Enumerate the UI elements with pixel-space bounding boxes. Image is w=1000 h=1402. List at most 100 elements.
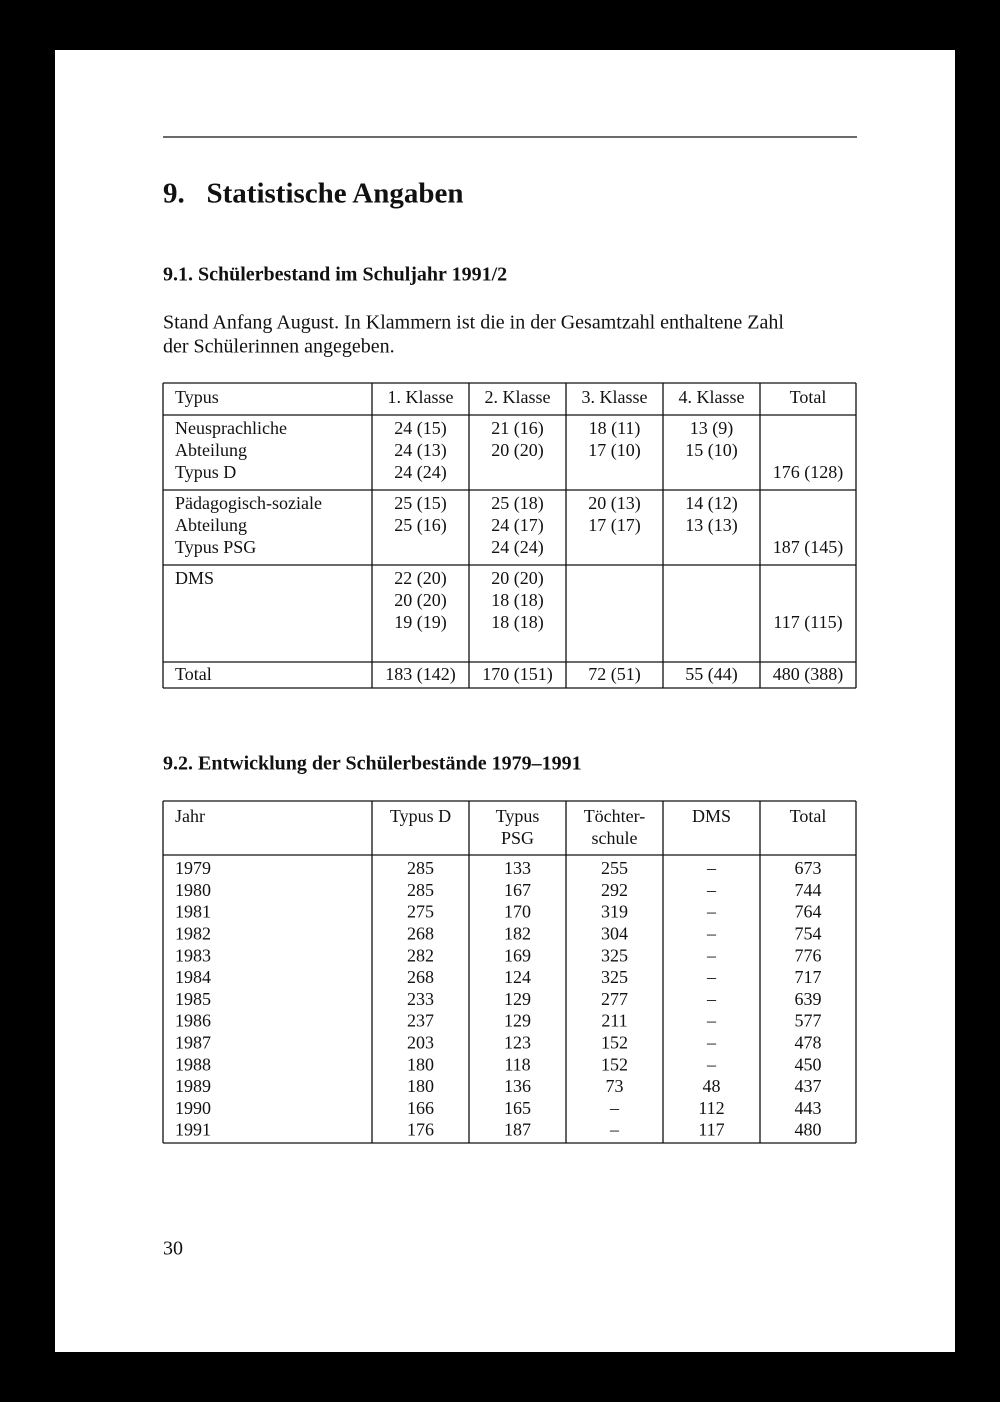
table-cell: 24 (24) bbox=[394, 462, 447, 483]
table-cell: 166 bbox=[407, 1098, 434, 1118]
table-cell: – bbox=[706, 945, 717, 965]
table-cell: 292 bbox=[601, 880, 628, 900]
table-cell: – bbox=[706, 1011, 717, 1031]
table-cell: 285 bbox=[407, 880, 434, 900]
table-cell: 112 bbox=[698, 1098, 724, 1118]
table-cell: Typus PSG bbox=[175, 537, 256, 557]
table-cell: 19 (19) bbox=[394, 612, 447, 633]
table-cell: – bbox=[706, 902, 717, 922]
table-cell: – bbox=[706, 858, 717, 878]
table-cell: 1990 bbox=[175, 1098, 211, 1118]
table-cell: 24 (13) bbox=[394, 440, 447, 461]
table-cell: 277 bbox=[601, 989, 628, 1009]
table-cell: 182 bbox=[504, 924, 531, 944]
table-cell: 480 bbox=[795, 1120, 822, 1140]
table-cell: 2. Klasse bbox=[485, 387, 551, 407]
table-cell: 20 (20) bbox=[394, 590, 447, 611]
table-cell: 165 bbox=[504, 1098, 531, 1118]
table-cell: 304 bbox=[601, 924, 628, 944]
table-cell: Typus bbox=[175, 387, 219, 407]
table-cell: 187 (145) bbox=[773, 537, 844, 558]
table-cell: Total bbox=[790, 387, 827, 407]
table-cell: 577 bbox=[795, 1011, 822, 1031]
table-cell: 268 bbox=[407, 967, 434, 987]
table-cell: Neusprachliche bbox=[175, 418, 287, 438]
table-cell: 211 bbox=[601, 1011, 627, 1031]
table-cell: 180 bbox=[407, 1076, 434, 1096]
table-cell: 754 bbox=[795, 924, 822, 944]
title: 9. Statistische Angaben bbox=[163, 178, 464, 210]
paragraph-line: der Schülerinnen angegeben. bbox=[163, 336, 395, 358]
table-cell: 167 bbox=[504, 880, 531, 900]
table-cell: – bbox=[706, 1054, 717, 1074]
table-cell: 152 bbox=[601, 1033, 628, 1053]
table-cell: 176 (128) bbox=[773, 462, 844, 483]
table-cell: PSG bbox=[501, 828, 534, 848]
table-cell: 1. Klasse bbox=[388, 387, 454, 407]
table-cell: 1981 bbox=[175, 902, 211, 922]
table-cell: 14 (12) bbox=[685, 493, 738, 514]
table-cell: 17 (10) bbox=[588, 440, 641, 461]
table-cell: 275 bbox=[407, 902, 434, 922]
table-cell: 237 bbox=[407, 1011, 434, 1031]
table-cell: 776 bbox=[795, 945, 822, 965]
table-cell: 480 (388) bbox=[773, 664, 844, 685]
table-cell: 129 bbox=[504, 1011, 531, 1031]
table-cell: 1980 bbox=[175, 880, 211, 900]
table-cell: 25 (16) bbox=[394, 515, 447, 536]
table-cell: 478 bbox=[795, 1033, 822, 1053]
table-cell: 325 bbox=[601, 945, 628, 965]
table-cell: 1991 bbox=[175, 1120, 211, 1140]
table-cell: 285 bbox=[407, 858, 434, 878]
table-cell: 17 (17) bbox=[588, 515, 641, 536]
page bbox=[55, 50, 955, 1352]
table-cell: 233 bbox=[407, 989, 434, 1009]
table-cell: 20 (20) bbox=[491, 568, 544, 589]
table-cell: 203 bbox=[407, 1033, 434, 1053]
table-cell: 13 (9) bbox=[690, 418, 734, 439]
table-cell: 187 bbox=[504, 1120, 531, 1140]
table-cell: 48 bbox=[703, 1076, 721, 1096]
table-cell: 764 bbox=[795, 902, 822, 922]
table-cell: 176 bbox=[407, 1120, 434, 1140]
table-cell: 129 bbox=[504, 989, 531, 1009]
table-cell: 4. Klasse bbox=[679, 387, 745, 407]
table-cell: 450 bbox=[795, 1054, 822, 1074]
table-cell: 1986 bbox=[175, 1011, 211, 1031]
table-cell: 55 (44) bbox=[685, 664, 738, 685]
table-cell: 639 bbox=[795, 989, 822, 1009]
table-cell: – bbox=[706, 1033, 717, 1053]
table-cell: Typus bbox=[496, 806, 540, 826]
table-cell: Abteilung bbox=[175, 440, 247, 460]
table-cell: Total bbox=[790, 806, 827, 826]
table-cell: Abteilung bbox=[175, 515, 247, 535]
table-cell: 170 bbox=[504, 902, 531, 922]
table-cell: DMS bbox=[692, 806, 731, 826]
table-cell: 319 bbox=[601, 902, 628, 922]
table-cell: 117 (115) bbox=[773, 612, 842, 633]
table-cell: 24 (24) bbox=[491, 537, 544, 558]
section-heading: 9.2. Entwicklung der Schülerbestände 197… bbox=[163, 753, 582, 775]
table-cell: Pädagogisch-soziale bbox=[175, 493, 322, 513]
table-cell: 18 (18) bbox=[491, 590, 544, 611]
table-cell: Typus D bbox=[175, 462, 236, 482]
table-cell: 443 bbox=[795, 1098, 822, 1118]
table-cell: 25 (18) bbox=[491, 493, 544, 514]
table-cell: 20 (13) bbox=[588, 493, 641, 514]
table-cell: 13 (13) bbox=[685, 515, 738, 536]
table-cell: 133 bbox=[504, 858, 531, 878]
table-cell: – bbox=[706, 924, 717, 944]
table-cell: Typus D bbox=[390, 806, 451, 826]
table-cell: – bbox=[609, 1098, 620, 1118]
table-cell: Total bbox=[175, 664, 212, 684]
table-cell: 118 bbox=[504, 1054, 530, 1074]
table-cell: 18 (11) bbox=[589, 418, 641, 439]
table-cell: 1979 bbox=[175, 858, 211, 878]
table-cell: 255 bbox=[601, 858, 628, 878]
table-cell: 282 bbox=[407, 945, 434, 965]
table-cell: 1982 bbox=[175, 924, 211, 944]
table-cell: Jahr bbox=[175, 806, 205, 826]
table-cell: 3. Klasse bbox=[582, 387, 648, 407]
